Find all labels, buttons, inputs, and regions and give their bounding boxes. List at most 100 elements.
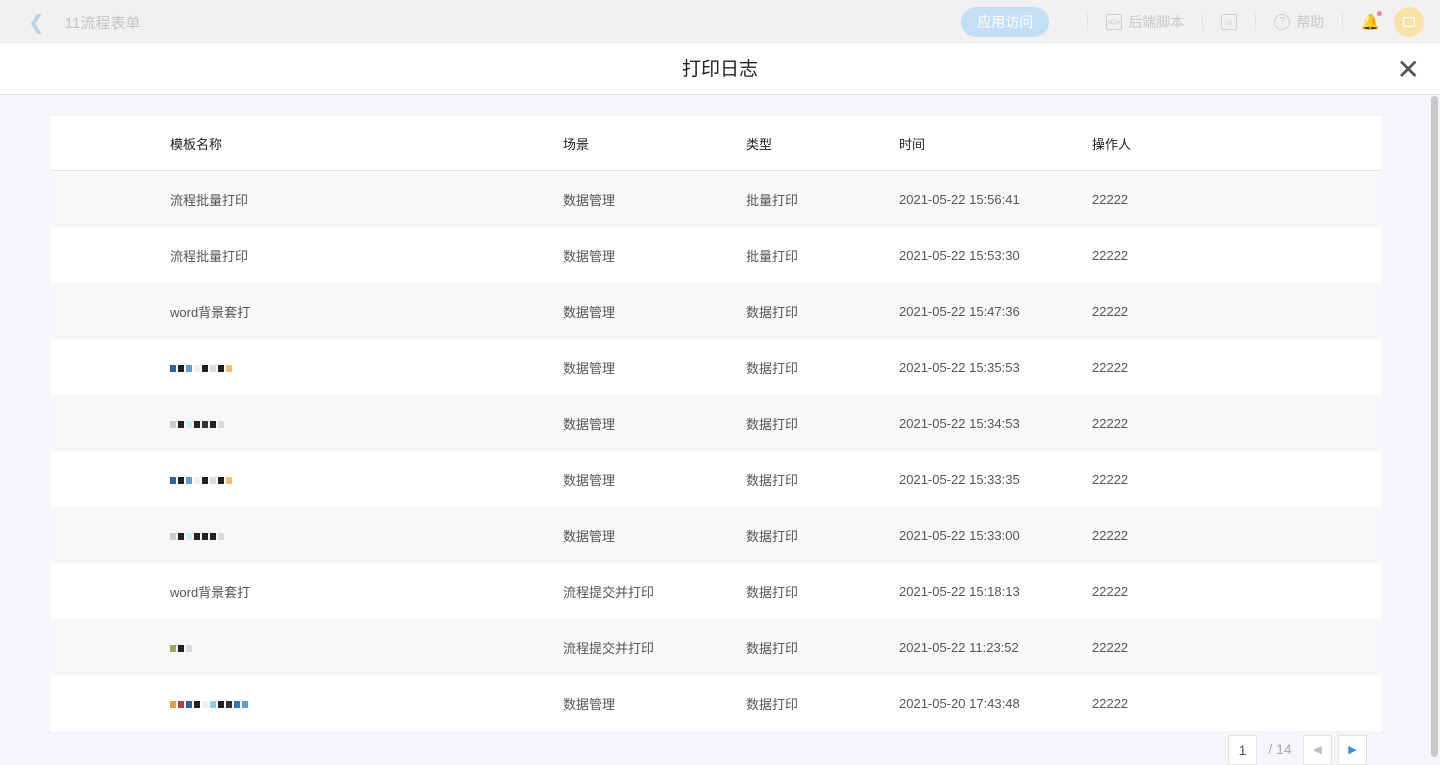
pagination: 1 / 14 ◀ ▶	[1228, 735, 1367, 765]
help-button[interactable]: ? 帮助	[1274, 12, 1324, 32]
cell-operator: 22222	[1092, 415, 1129, 431]
top-bar: ❮ 11流程表单 应用访问 </> 后端脚本 ☺ ? 帮助 🔔	[0, 0, 1440, 44]
table-row[interactable]: 流程批量打印 数据管理 批量打印 2021-05-22 15:53:30 22222	[50, 227, 1382, 283]
cell-scene: 数据管理	[563, 192, 616, 208]
table-row[interactable]: 数据管理 数据打印 2021-05-22 15:34:53 22222	[50, 395, 1382, 451]
app-title: 11流程表单	[64, 14, 141, 32]
close-icon[interactable]: ✕	[1396, 54, 1420, 85]
col-operator: 操作人	[1092, 136, 1132, 152]
cell-time: 2021-05-22 15:53:30	[899, 247, 1020, 263]
cell-name	[170, 696, 563, 711]
prev-page-button[interactable]: ◀	[1303, 735, 1332, 765]
cell-type: 数据打印	[746, 696, 799, 712]
cell-type: 数据打印	[746, 360, 799, 376]
cell-name	[170, 416, 563, 431]
cell-time: 2021-05-22 15:33:35	[899, 471, 1020, 487]
redacted-name	[170, 364, 232, 373]
table-row[interactable]: word背景套打 流程提交并打印 数据打印 2021-05-22 15:18:13 22…	[50, 563, 1382, 619]
cell-operator: 22222	[1092, 359, 1129, 375]
scrollbar[interactable]	[1431, 96, 1438, 757]
backend-script-button[interactable]: </> 后端脚本	[1106, 12, 1184, 32]
next-page-button[interactable]: ▶	[1338, 735, 1367, 765]
table-row[interactable]: 流程提交并打印 数据打印 2021-05-22 11:23:52 22222	[50, 619, 1382, 675]
cell-time: 2021-05-22 15:34:53	[899, 415, 1020, 431]
table-row[interactable]: 数据管理 数据打印 2021-05-22 15:33:00 22222	[50, 507, 1382, 563]
backend-script-label: 后端脚本	[1128, 14, 1185, 30]
cell-scene: 数据管理	[563, 360, 616, 376]
help-label: 帮助	[1296, 14, 1325, 30]
cell-scene: 数据管理	[563, 528, 616, 544]
cell-time: 2021-05-22 15:35:53	[899, 359, 1020, 375]
cell-type: 数据打印	[746, 584, 799, 600]
divider	[1342, 13, 1344, 31]
cell-time: 2021-05-22 15:47:36	[899, 303, 1020, 319]
contact-icon: ☺	[1221, 14, 1238, 30]
cell-operator: 22222	[1092, 527, 1129, 543]
cell-type: 数据打印	[746, 472, 799, 488]
cell-time: 2021-05-22 15:33:00	[899, 527, 1020, 543]
code-icon: </>	[1106, 14, 1123, 30]
cell-type: 数据打印	[746, 528, 799, 544]
table-row[interactable]: 数据管理 数据打印 2021-05-22 15:33:35 22222	[50, 451, 1382, 507]
col-template-name: 模板名称	[170, 136, 223, 152]
redacted-name	[170, 476, 232, 485]
col-type: 类型	[746, 136, 773, 152]
page-input[interactable]: 1	[1228, 735, 1257, 765]
cell-type: 批量打印	[746, 192, 799, 208]
dialog-title: 打印日志	[681, 59, 758, 80]
col-scene: 场景	[563, 136, 590, 152]
back-icon[interactable]: ❮	[28, 11, 45, 34]
table-row[interactable]: word背景套打 数据管理 数据打印 2021-05-22 15:47:36 22222	[50, 283, 1382, 339]
cell-operator: 22222	[1092, 303, 1129, 319]
cell-type: 数据打印	[746, 304, 799, 320]
divider	[1255, 13, 1257, 31]
cell-scene: 流程提交并打印	[563, 584, 655, 600]
redacted-name	[170, 532, 224, 541]
redacted-name	[170, 700, 248, 709]
cell-operator: 22222	[1092, 639, 1129, 655]
cell-name	[170, 360, 563, 375]
redacted-name	[170, 420, 224, 429]
cell-type: 数据打印	[746, 416, 799, 432]
cell-name	[170, 640, 563, 655]
cell-operator: 22222	[1092, 695, 1129, 711]
cell-type: 批量打印	[746, 248, 799, 264]
bell-icon[interactable]: 🔔	[1361, 11, 1382, 31]
cell-operator: 22222	[1092, 583, 1129, 599]
cell-operator: 22222	[1092, 247, 1129, 263]
redacted-name	[170, 644, 192, 653]
app-visit-button[interactable]: 应用访问	[961, 7, 1050, 37]
cell-name	[170, 528, 563, 543]
cell-name	[170, 472, 563, 487]
cell-operator: 22222	[1092, 471, 1129, 487]
contact-button[interactable]: ☺	[1221, 14, 1238, 30]
cell-name: 流程批量打印	[170, 248, 249, 264]
divider	[1087, 13, 1089, 31]
cell-scene: 数据管理	[563, 472, 616, 488]
table-row[interactable]: 数据管理 数据打印 2021-05-22 15:35:53 22222	[50, 339, 1382, 395]
cell-name: word背景套打	[170, 304, 251, 320]
cell-scene: 数据管理	[563, 248, 616, 264]
dialog-header: 打印日志 ✕	[0, 44, 1440, 95]
cell-scene: 数据管理	[563, 304, 616, 320]
cell-name: word背景套打	[170, 584, 251, 600]
table-row[interactable]: 流程批量打印 数据管理 批量打印 2021-05-22 15:56:41 22222	[50, 171, 1382, 227]
help-icon: ?	[1274, 14, 1291, 30]
cell-scene: 数据管理	[563, 416, 616, 432]
page-total: / 14	[1268, 741, 1292, 757]
cell-time: 2021-05-22 11:23:52	[899, 639, 1019, 655]
cell-scene: 流程提交并打印	[563, 640, 655, 656]
table-row[interactable]: 数据管理 数据打印 2021-05-20 17:43:48 22222	[50, 675, 1382, 731]
print-log-table: 模板名称 场景 类型 时间 操作人 流程批量打印 数据管理 批量打印 2021-05-…	[50, 116, 1382, 731]
avatar[interactable]	[1394, 7, 1424, 37]
cell-time: 2021-05-22 15:18:13	[899, 583, 1020, 599]
cell-scene: 数据管理	[563, 696, 616, 712]
cell-time: 2021-05-20 17:43:48	[899, 695, 1020, 711]
divider	[1202, 13, 1204, 31]
cell-operator: 22222	[1092, 191, 1129, 207]
cell-type: 数据打印	[746, 640, 799, 656]
cell-time: 2021-05-22 15:56:41	[899, 191, 1020, 207]
col-time: 时间	[899, 136, 926, 152]
cell-name: 流程批量打印	[170, 192, 249, 208]
table-header: 模板名称 场景 类型 时间 操作人	[50, 116, 1382, 171]
